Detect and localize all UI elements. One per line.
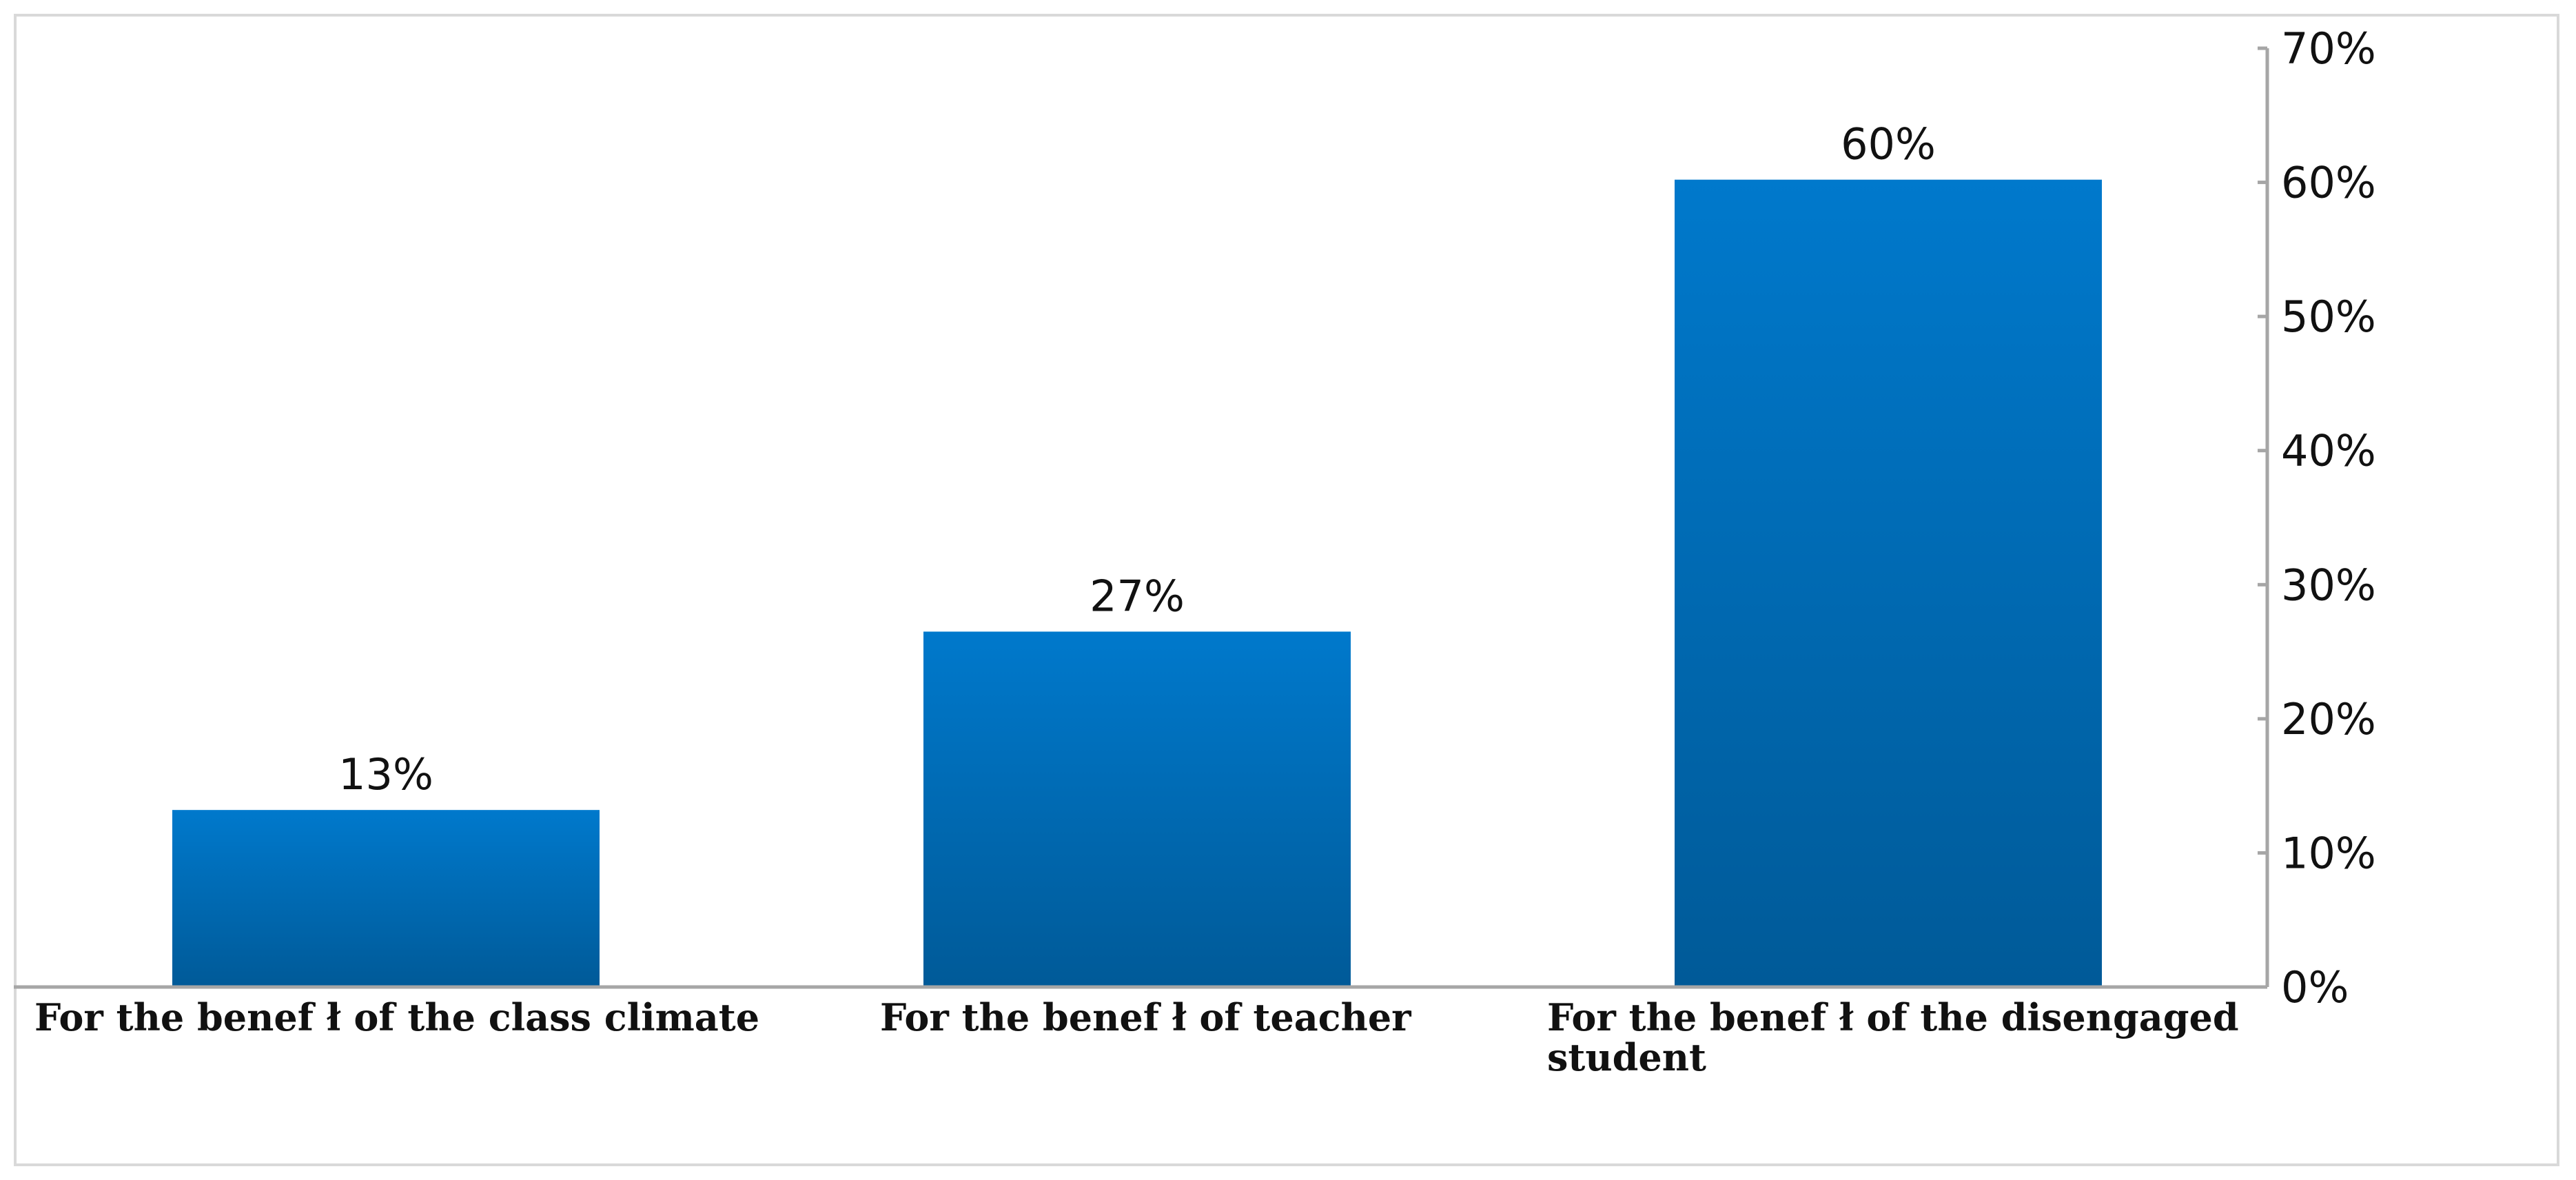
- category-label-2: For the benef ł of teacher: [880, 995, 1411, 1039]
- y-tick-label-3: 30%: [2281, 560, 2376, 610]
- bar-1: [172, 810, 600, 987]
- category-label-3-line-1: For the benef ł of the disengaged: [1547, 995, 2239, 1039]
- y-tick-label-5: 50%: [2281, 292, 2376, 342]
- axis-layer: [14, 46, 2269, 989]
- y-tick-label-2: 20%: [2281, 694, 2376, 744]
- y-tick-label-7: 70%: [2281, 23, 2376, 74]
- data-label-2: 27%: [1090, 571, 1185, 621]
- y-tick-label-1: 10%: [2281, 828, 2376, 878]
- data-label-3: 60%: [1841, 119, 1936, 170]
- y-tick-label-4: 40%: [2281, 426, 2376, 476]
- bars-layer: [172, 179, 2102, 988]
- y-tick-label-6: 60%: [2281, 158, 2376, 208]
- category-label-1-line-1: For the benef ł of the class climate: [34, 995, 759, 1039]
- bar-3: [1675, 179, 2102, 988]
- category-label-3: For the benef ł of the disengaged student: [1547, 995, 2239, 1079]
- y-tick-label-0: 0%: [2281, 962, 2349, 1013]
- bar-2: [923, 631, 1351, 987]
- category-label-3-line-2: student: [1547, 1035, 1706, 1079]
- data-label-1: 13%: [338, 749, 433, 800]
- labels-layer: 13% 27% 60% 0% 10% 20% 30% 40% 50% 60% 70% For the …: [34, 23, 2376, 1079]
- category-label-2-line-1: For the benef ł of teacher: [880, 995, 1411, 1039]
- category-label-1: For the benef ł of the class climate: [34, 995, 759, 1039]
